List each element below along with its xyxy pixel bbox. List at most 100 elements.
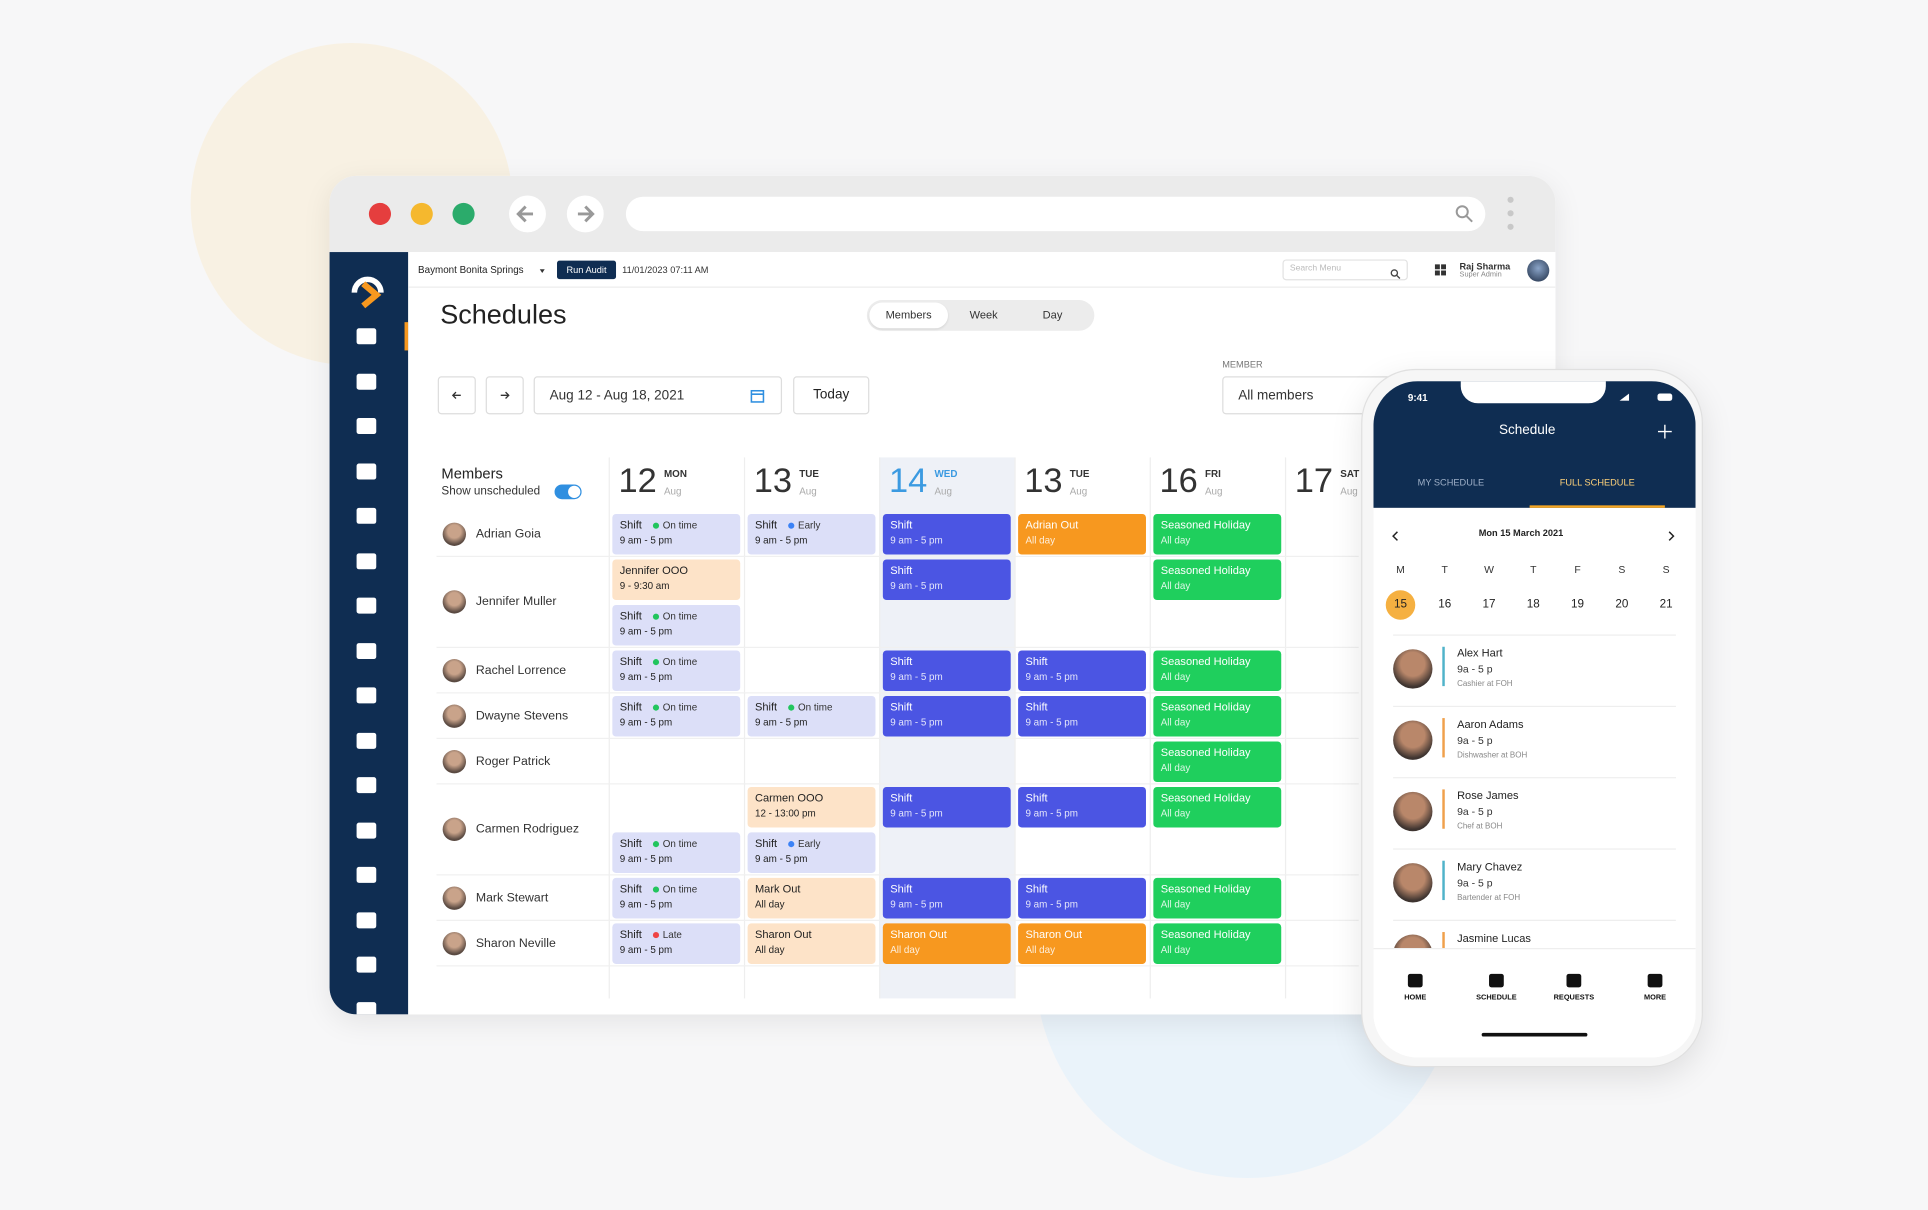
location[interactable]: Baymont Bonita Springs: [418, 264, 524, 276]
schedule-event[interactable]: Sharon Out All day: [882, 923, 1011, 964]
nav-icon[interactable]: [356, 956, 377, 973]
next-week-button[interactable]: [485, 376, 524, 415]
nav-icon[interactable]: [356, 911, 377, 928]
nav-icon[interactable]: [356, 418, 377, 435]
nav-item-icon[interactable]: [1566, 973, 1582, 988]
schedule-event[interactable]: Carmen OOO 12 - 13:00 pm: [747, 786, 876, 828]
schedule-event[interactable]: Shift 9 am - 5 pm: [882, 559, 1011, 601]
schedule-event[interactable]: Seasoned Holiday All day: [1153, 695, 1282, 737]
schedule-event[interactable]: Seasoned Holiday All day: [1153, 650, 1282, 692]
schedule-event[interactable]: Shift On time 9 am - 5 pm: [612, 832, 741, 874]
nav-icon[interactable]: [356, 462, 377, 479]
nav-item-icon[interactable]: [1407, 973, 1423, 988]
schedule-event[interactable]: Jennifer OOO 9 - 9:30 am: [612, 559, 741, 601]
event-title: Seasoned Holiday: [1160, 928, 1251, 941]
view-tab[interactable]: Week: [969, 308, 998, 321]
schedule-event[interactable]: Shift Late 9 am - 5 pm: [612, 923, 741, 964]
schedule-event[interactable]: Shift On time 9 am - 5 pm: [612, 650, 741, 692]
schedule-event[interactable]: Mark Out All day: [747, 877, 876, 919]
nav-icon[interactable]: [356, 777, 377, 794]
date-number[interactable]: 17: [1482, 597, 1496, 612]
member-avatar: [442, 931, 467, 955]
today-button[interactable]: Today: [793, 376, 870, 415]
nav-icon[interactable]: [356, 507, 377, 524]
schedule-event[interactable]: Seasoned Holiday All day: [1153, 786, 1282, 828]
date-number[interactable]: 15: [1393, 597, 1407, 612]
date-number[interactable]: 19: [1571, 597, 1585, 612]
phone-tab[interactable]: MY SCHEDULE: [1417, 477, 1485, 489]
schedule-event[interactable]: Shift Early 9 am - 5 pm: [747, 513, 876, 555]
prev-week-button[interactable]: [437, 376, 476, 415]
view-tab[interactable]: Members: [885, 308, 932, 321]
schedule-event[interactable]: Shift 9 am - 5 pm: [1018, 650, 1146, 692]
nav-icon[interactable]: [356, 866, 377, 883]
schedule-event[interactable]: Sharon Out All day: [747, 923, 876, 964]
event-time: 9 am - 5 pm: [754, 853, 808, 865]
schedule-event[interactable]: Shift On time 9 am - 5 pm: [612, 513, 741, 555]
month-prev[interactable]: [1389, 526, 1401, 541]
schedule-event[interactable]: Shift 9 am - 5 pm: [1018, 877, 1146, 919]
next-week-button-svg: [500, 391, 510, 399]
date-range-box[interactable]: Aug 12 - Aug 18, 2021: [533, 376, 783, 415]
schedule-event[interactable]: Shift 9 am - 5 pm: [1018, 695, 1146, 737]
toggle-knob: [568, 485, 581, 498]
schedule-event[interactable]: Seasoned Holiday All day: [1153, 877, 1282, 919]
nav-icon[interactable]: [356, 1001, 377, 1015]
nav-icon[interactable]: [356, 597, 377, 614]
schedule-event[interactable]: Seasoned Holiday All day: [1153, 741, 1282, 783]
schedule-event[interactable]: Shift On time 9 am - 5 pm: [612, 877, 741, 919]
schedule-event[interactable]: Shift On time 9 am - 5 pm: [612, 695, 741, 737]
schedule-event[interactable]: Seasoned Holiday All day: [1153, 559, 1282, 601]
schedule-event[interactable]: Shift 9 am - 5 pm: [882, 786, 1011, 828]
nav-item-label[interactable]: REQUESTS: [1553, 994, 1595, 1003]
person-bar: [1442, 646, 1445, 687]
search-box[interactable]: Search Menu: [1282, 259, 1408, 281]
top-bar-border: [408, 286, 1556, 288]
day-month: Aug: [1340, 485, 1358, 497]
nav-icon[interactable]: [356, 687, 377, 704]
schedule-event[interactable]: Seasoned Holiday All day: [1153, 513, 1282, 555]
day-number: 14: [888, 461, 928, 500]
schedule-event[interactable]: Sharon Out All day: [1018, 923, 1146, 964]
month-next[interactable]: [1665, 526, 1677, 541]
schedule-event[interactable]: Shift 9 am - 5 pm: [882, 695, 1011, 737]
back-button[interactable]: [509, 195, 546, 233]
nav-item-label[interactable]: HOME: [1404, 994, 1427, 1003]
nav-item-label[interactable]: MORE: [1643, 994, 1667, 1003]
schedule-event[interactable]: Shift 9 am - 5 pm: [1018, 786, 1146, 828]
phone-tab[interactable]: FULL SCHEDULE: [1559, 477, 1635, 489]
nav-icon[interactable]: [356, 552, 377, 569]
schedule-event[interactable]: Shift On time 9 am - 5 pm: [612, 604, 741, 646]
schedule-event[interactable]: Shift 9 am - 5 pm: [882, 650, 1011, 692]
schedule-event[interactable]: Adrian Out All day: [1018, 513, 1146, 555]
schedule-event[interactable]: Shift Early 9 am - 5 pm: [747, 832, 876, 874]
day-weekday: TUE: [1069, 468, 1090, 480]
person-name: Alex Hart: [1457, 646, 1503, 660]
nav-icon[interactable]: [356, 821, 377, 838]
url-bar[interactable]: [625, 196, 1486, 232]
nav-icon[interactable]: [356, 373, 377, 390]
forward-button[interactable]: [566, 195, 604, 233]
nav-icon[interactable]: [356, 328, 377, 345]
date-number[interactable]: 18: [1526, 597, 1540, 612]
day-weekday: WED: [934, 468, 958, 480]
schedule-event[interactable]: Shift 9 am - 5 pm: [882, 877, 1011, 919]
schedule-event[interactable]: Seasoned Holiday All day: [1153, 923, 1282, 964]
nav-item-label[interactable]: SCHEDULE: [1476, 994, 1517, 1003]
nav-icon[interactable]: [356, 732, 377, 749]
nav-item-icon[interactable]: [1489, 973, 1504, 988]
schedule-event[interactable]: Shift On time 9 am - 5 pm: [747, 695, 876, 737]
phone-nav: HOME SCHEDULE REQUESTS MORE: [1373, 948, 1696, 1058]
date-number[interactable]: 16: [1438, 597, 1452, 612]
url-search-icon-svg: [1455, 205, 1473, 223]
run-audit-button[interactable]: Run Audit: [557, 260, 617, 280]
add-button[interactable]: [1656, 423, 1673, 440]
nav-icon[interactable]: [356, 642, 377, 659]
date-number[interactable]: 21: [1659, 597, 1673, 612]
view-tab[interactable]: Day: [1042, 308, 1063, 321]
event-title: Shift: [1025, 655, 1048, 668]
nav-item-icon[interactable]: [1647, 973, 1663, 988]
date-number[interactable]: 20: [1615, 597, 1629, 612]
unscheduled-toggle[interactable]: [554, 484, 582, 500]
schedule-event[interactable]: Shift 9 am - 5 pm: [882, 513, 1011, 555]
